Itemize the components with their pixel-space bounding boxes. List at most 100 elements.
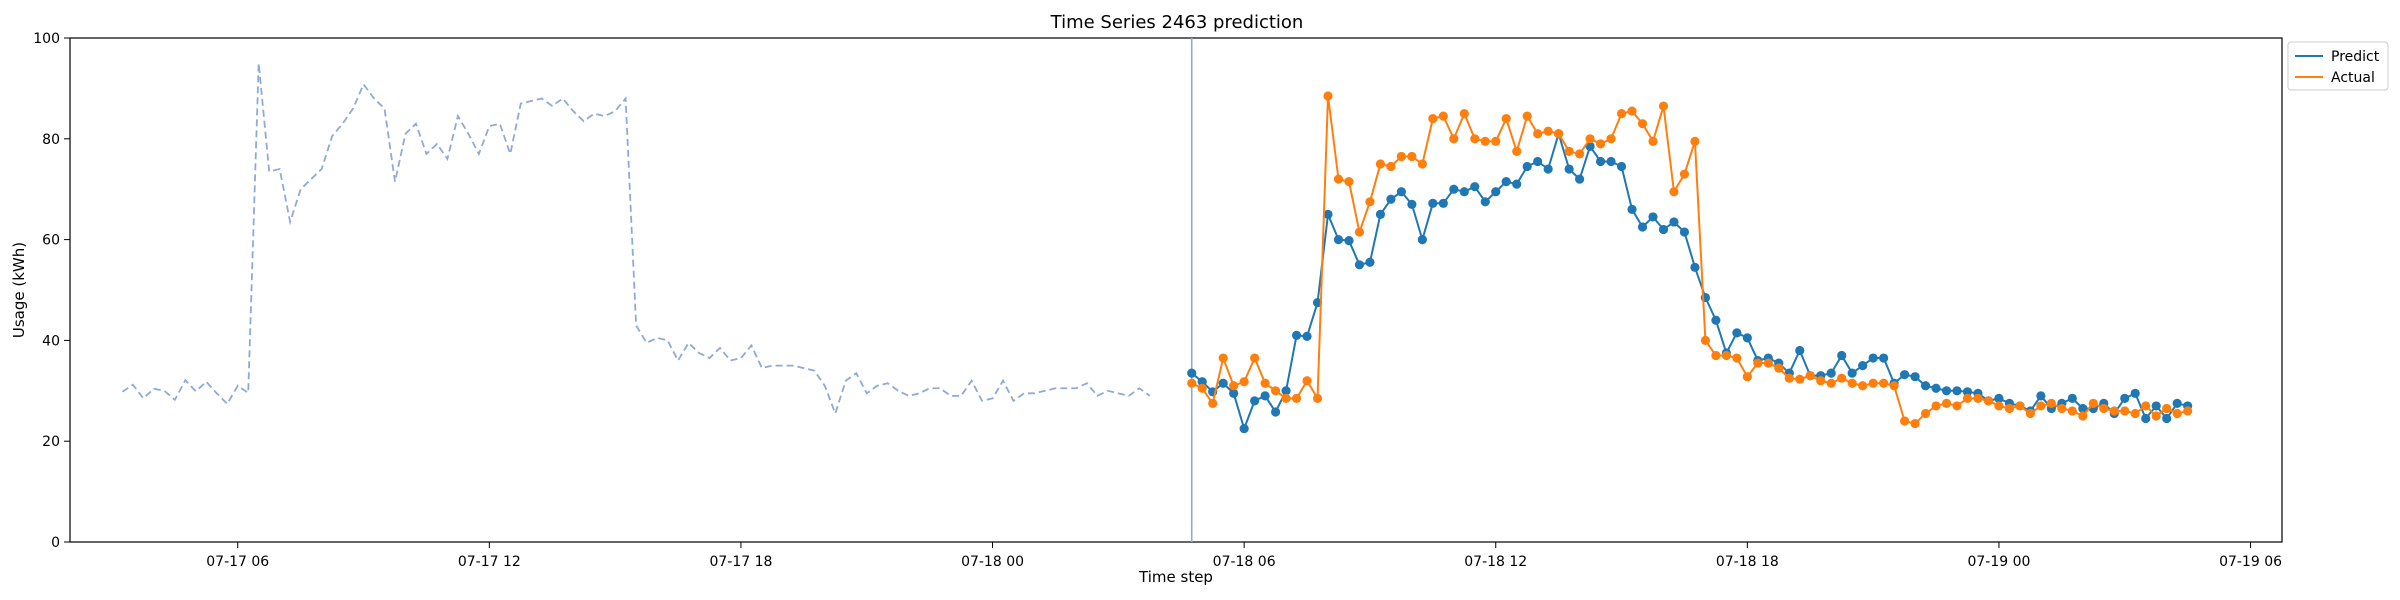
actual-point (1250, 353, 1260, 363)
predict-point (1994, 393, 2004, 403)
actual-point (2183, 406, 2193, 416)
actual-point (1218, 353, 1228, 363)
actual-point (1554, 129, 1564, 139)
actual-point (1910, 418, 1920, 429)
predict-point (1616, 161, 1627, 172)
actual-point (1962, 393, 1973, 403)
predict-point (1931, 383, 1941, 393)
predict-point (1197, 377, 1207, 387)
predict-point (2130, 388, 2140, 398)
chart-title: Time Series 2463 prediction (1050, 12, 1304, 33)
actual-point (1291, 393, 1302, 403)
y-tick-label: 0 (51, 535, 60, 551)
actual-point (1669, 187, 1679, 197)
predict-point (1270, 407, 1281, 417)
predict-point (1250, 396, 1260, 406)
x-tick-label: 07-17 12 (458, 554, 521, 570)
predict-point (1522, 161, 1532, 172)
actual-point (1879, 378, 1889, 388)
y-tick-label: 80 (42, 132, 60, 148)
predict-point (1344, 236, 1354, 246)
predict-point (1595, 156, 1606, 167)
predict-point (1438, 198, 1448, 208)
plot-area (69, 37, 2283, 543)
actual-point (1742, 372, 1752, 382)
actual-point (1260, 378, 1270, 388)
actual-point (1459, 109, 1469, 119)
y-tick-label: 40 (42, 333, 60, 349)
actual-point (1700, 335, 1711, 345)
predict-point (1941, 386, 1952, 396)
series-layer (1187, 91, 2193, 434)
actual-point (1721, 350, 1731, 361)
actual-point (1187, 378, 1197, 388)
actual-point (1512, 146, 1522, 156)
actual-point (1952, 401, 1962, 411)
predict-point (1847, 368, 1857, 378)
predict-point (1606, 156, 1616, 167)
predict-point (1291, 330, 1302, 340)
actual-point (1449, 134, 1459, 144)
actual-point (1501, 114, 1511, 124)
predict-point (1449, 184, 1459, 194)
actual-point (2067, 406, 2077, 416)
predict-point (1658, 224, 1669, 235)
actual-point (2162, 403, 2172, 414)
plot-frame (69, 37, 2283, 543)
actual-point (1658, 101, 1669, 111)
predict-point (1407, 199, 1417, 209)
actual-point (1438, 111, 1448, 121)
predict-point (1952, 386, 1962, 396)
actual-point (1470, 134, 1480, 144)
predict-point (1543, 164, 1553, 174)
actual-point (2141, 401, 2151, 411)
actual-point (1690, 136, 1700, 146)
predict-point (1239, 424, 1249, 434)
actual-point (1637, 119, 1648, 129)
predict-point (1826, 368, 1836, 378)
predict-point (2078, 403, 2088, 414)
predict-point (1585, 141, 1595, 151)
predict-point (1962, 387, 1973, 397)
predict-point (1512, 179, 1522, 189)
actual-point (1354, 227, 1365, 237)
x-axis-title: Time step (1138, 568, 1213, 586)
actual-point (1900, 416, 1910, 426)
actual-point (1365, 197, 1375, 207)
actual-point (1983, 396, 1994, 406)
predict-point (1428, 198, 1438, 208)
actual-point (1868, 378, 1878, 388)
actual-point (1753, 358, 1763, 368)
predict-point (2141, 413, 2151, 424)
actual-point (1312, 393, 1323, 403)
predict-point (1187, 368, 1197, 378)
predict-point (1470, 182, 1480, 192)
predict-point (2067, 393, 2077, 403)
predict-point (1480, 197, 1490, 207)
y-tick-label: 100 (33, 31, 60, 47)
predict-point (1732, 328, 1742, 338)
predict-point (1648, 212, 1658, 222)
actual-point (2109, 406, 2119, 416)
predict-point (1229, 388, 1239, 398)
actual-point (1931, 401, 1941, 411)
actual-point (1711, 350, 1721, 361)
predict-point (1302, 331, 1312, 341)
predict-point (1396, 187, 1406, 197)
actual-point (1375, 159, 1386, 169)
x-tick-label: 07-18 06 (1213, 554, 1276, 570)
actual-point (1197, 383, 1207, 393)
predict-point (1900, 370, 1910, 380)
y-axis: 0 20 40 60 80 100 (33, 31, 70, 551)
actual-point (2088, 398, 2098, 408)
x-tick-label: 07-17 18 (709, 554, 772, 570)
series-actual (1187, 91, 2193, 429)
predict-point (1627, 204, 1637, 214)
predict-point (1879, 353, 1889, 363)
actual-point (1805, 371, 1815, 381)
predict-point (1575, 174, 1585, 184)
predict-point (2120, 393, 2130, 403)
predict-point (1354, 260, 1365, 270)
actual-point (1679, 169, 1690, 179)
